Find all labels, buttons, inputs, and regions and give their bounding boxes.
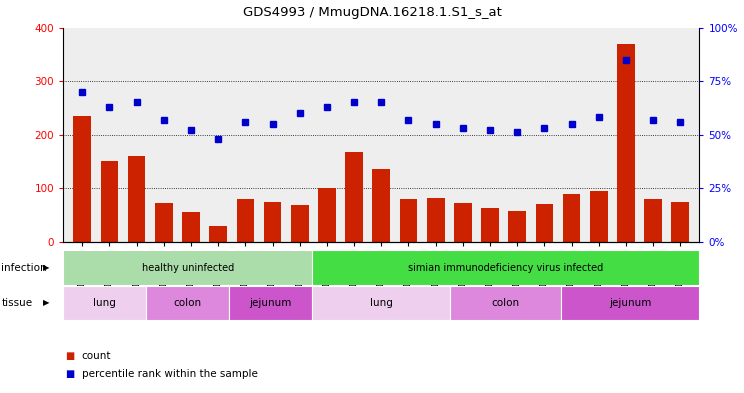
Bar (672, 202, 689, 242)
Text: colon: colon (173, 298, 202, 308)
Bar (312, 250, 699, 285)
Bar (128, 156, 146, 242)
Text: lung: lung (370, 298, 393, 308)
Bar (508, 211, 526, 242)
Text: jejunum: jejunum (609, 298, 652, 308)
Bar (454, 203, 472, 242)
Bar (561, 286, 699, 320)
Bar (74, 116, 91, 242)
Bar (345, 152, 363, 242)
Text: ■: ■ (65, 369, 74, 379)
Bar (263, 202, 281, 242)
Bar (318, 188, 336, 242)
Bar (481, 209, 499, 242)
Bar (291, 205, 309, 242)
Bar (590, 191, 608, 242)
Bar (562, 193, 580, 242)
Text: percentile rank within the sample: percentile rank within the sample (82, 369, 257, 379)
Bar (147, 286, 229, 320)
Text: lung: lung (93, 298, 116, 308)
Text: simian immunodeficiency virus infected: simian immunodeficiency virus infected (408, 263, 603, 273)
Bar (63, 286, 147, 320)
Bar (237, 199, 254, 242)
Bar (63, 250, 312, 285)
Text: tissue: tissue (1, 298, 33, 308)
Bar (312, 286, 450, 320)
Bar (229, 286, 312, 320)
Text: colon: colon (492, 298, 520, 308)
Bar (400, 199, 417, 242)
Bar (209, 226, 227, 242)
Text: ▶: ▶ (43, 299, 50, 307)
Bar (155, 203, 173, 242)
Text: GDS4993 / MmugDNA.16218.1.S1_s_at: GDS4993 / MmugDNA.16218.1.S1_s_at (243, 6, 501, 19)
Bar (373, 169, 390, 242)
Text: ▶: ▶ (43, 263, 50, 272)
Text: jejunum: jejunum (249, 298, 292, 308)
Text: count: count (82, 351, 112, 361)
Text: healthy uninfected: healthy uninfected (141, 263, 234, 273)
Bar (644, 199, 662, 242)
Bar (182, 212, 200, 242)
Bar (427, 198, 444, 242)
Bar (450, 286, 561, 320)
Bar (100, 162, 118, 242)
Text: infection: infection (1, 263, 47, 273)
Bar (536, 204, 554, 242)
Text: ■: ■ (65, 351, 74, 361)
Bar (617, 44, 635, 242)
